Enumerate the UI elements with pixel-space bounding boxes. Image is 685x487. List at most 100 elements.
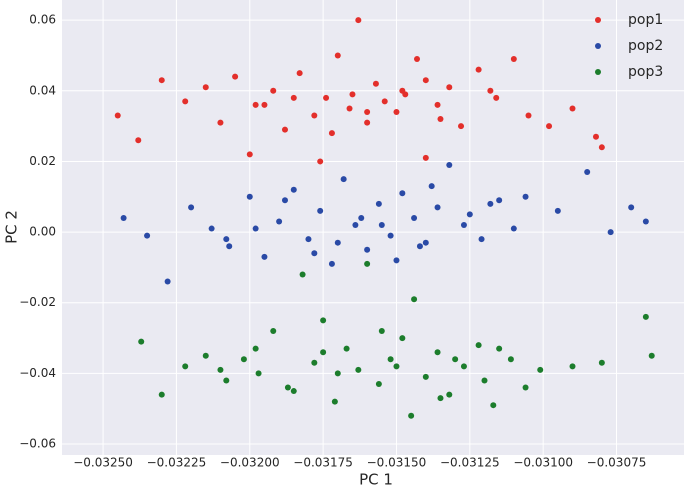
point — [437, 116, 444, 123]
point — [120, 214, 127, 221]
point — [158, 77, 165, 84]
point — [232, 73, 239, 80]
point — [434, 101, 441, 108]
point — [422, 373, 429, 380]
point — [311, 250, 318, 257]
point — [399, 190, 406, 197]
point — [317, 207, 324, 214]
point — [352, 222, 359, 229]
point — [202, 84, 209, 91]
point — [507, 356, 514, 363]
y-tick-label: −0.04 — [19, 366, 56, 380]
point — [378, 222, 385, 229]
point — [460, 363, 467, 370]
point — [223, 377, 230, 384]
point — [598, 359, 605, 366]
point — [284, 384, 291, 391]
point — [240, 356, 247, 363]
point — [299, 271, 306, 278]
x-axis-label: PC 1 — [359, 471, 393, 487]
point — [343, 345, 350, 352]
point — [270, 87, 277, 94]
x-tick-label: −0.03225 — [147, 456, 207, 470]
point — [411, 214, 418, 221]
legend-label: pop1 — [628, 12, 663, 28]
point — [546, 123, 553, 130]
point — [281, 197, 288, 204]
point — [522, 193, 529, 200]
point — [487, 87, 494, 94]
y-tick-label: −0.02 — [19, 295, 56, 309]
y-tick-label: 0.04 — [29, 83, 56, 97]
point — [642, 313, 649, 320]
point — [358, 214, 365, 221]
point — [569, 105, 576, 112]
point — [510, 225, 517, 232]
point — [182, 363, 189, 370]
point — [202, 352, 209, 359]
point — [320, 317, 327, 324]
y-axis-label: PC 2 — [3, 210, 21, 244]
x-tick-label: −0.03075 — [587, 456, 647, 470]
point — [375, 200, 382, 207]
point — [255, 370, 262, 377]
point — [182, 98, 189, 105]
point — [355, 366, 362, 373]
point — [334, 52, 341, 59]
point — [393, 108, 400, 115]
point — [188, 204, 195, 211]
point — [328, 260, 335, 267]
point — [375, 380, 382, 387]
point — [493, 94, 500, 101]
x-tick-label: −0.03100 — [513, 456, 573, 470]
point — [270, 328, 277, 335]
point — [434, 204, 441, 211]
point — [346, 105, 353, 112]
point — [446, 84, 453, 91]
point — [478, 236, 485, 243]
point — [323, 94, 330, 101]
point — [364, 246, 371, 253]
point — [261, 253, 268, 260]
point — [510, 55, 517, 62]
point — [334, 370, 341, 377]
point — [252, 225, 259, 232]
point — [144, 232, 151, 239]
point — [364, 119, 371, 126]
point — [281, 126, 288, 133]
point — [311, 112, 318, 119]
x-tick-label: −0.03150 — [367, 456, 427, 470]
point — [434, 349, 441, 356]
point — [598, 144, 605, 151]
point — [446, 391, 453, 398]
point — [334, 239, 341, 246]
point — [522, 384, 529, 391]
point — [158, 391, 165, 398]
point — [487, 200, 494, 207]
point — [628, 204, 635, 211]
point — [422, 239, 429, 246]
point — [393, 363, 400, 370]
point — [311, 359, 318, 366]
y-tick-label: 0.00 — [29, 225, 56, 239]
point — [387, 232, 394, 239]
legend-label: pop2 — [628, 38, 663, 54]
point — [490, 402, 497, 409]
point — [460, 222, 467, 229]
point — [217, 119, 224, 126]
legend-marker — [595, 17, 601, 23]
point — [317, 158, 324, 165]
point — [252, 345, 259, 352]
point — [387, 356, 394, 363]
point — [428, 183, 435, 190]
point — [452, 356, 459, 363]
point — [290, 388, 297, 395]
point — [349, 91, 356, 98]
point — [642, 218, 649, 225]
point — [290, 94, 297, 101]
point — [364, 260, 371, 267]
point — [305, 236, 312, 243]
y-tick-label: 0.02 — [29, 154, 56, 168]
point — [276, 218, 283, 225]
